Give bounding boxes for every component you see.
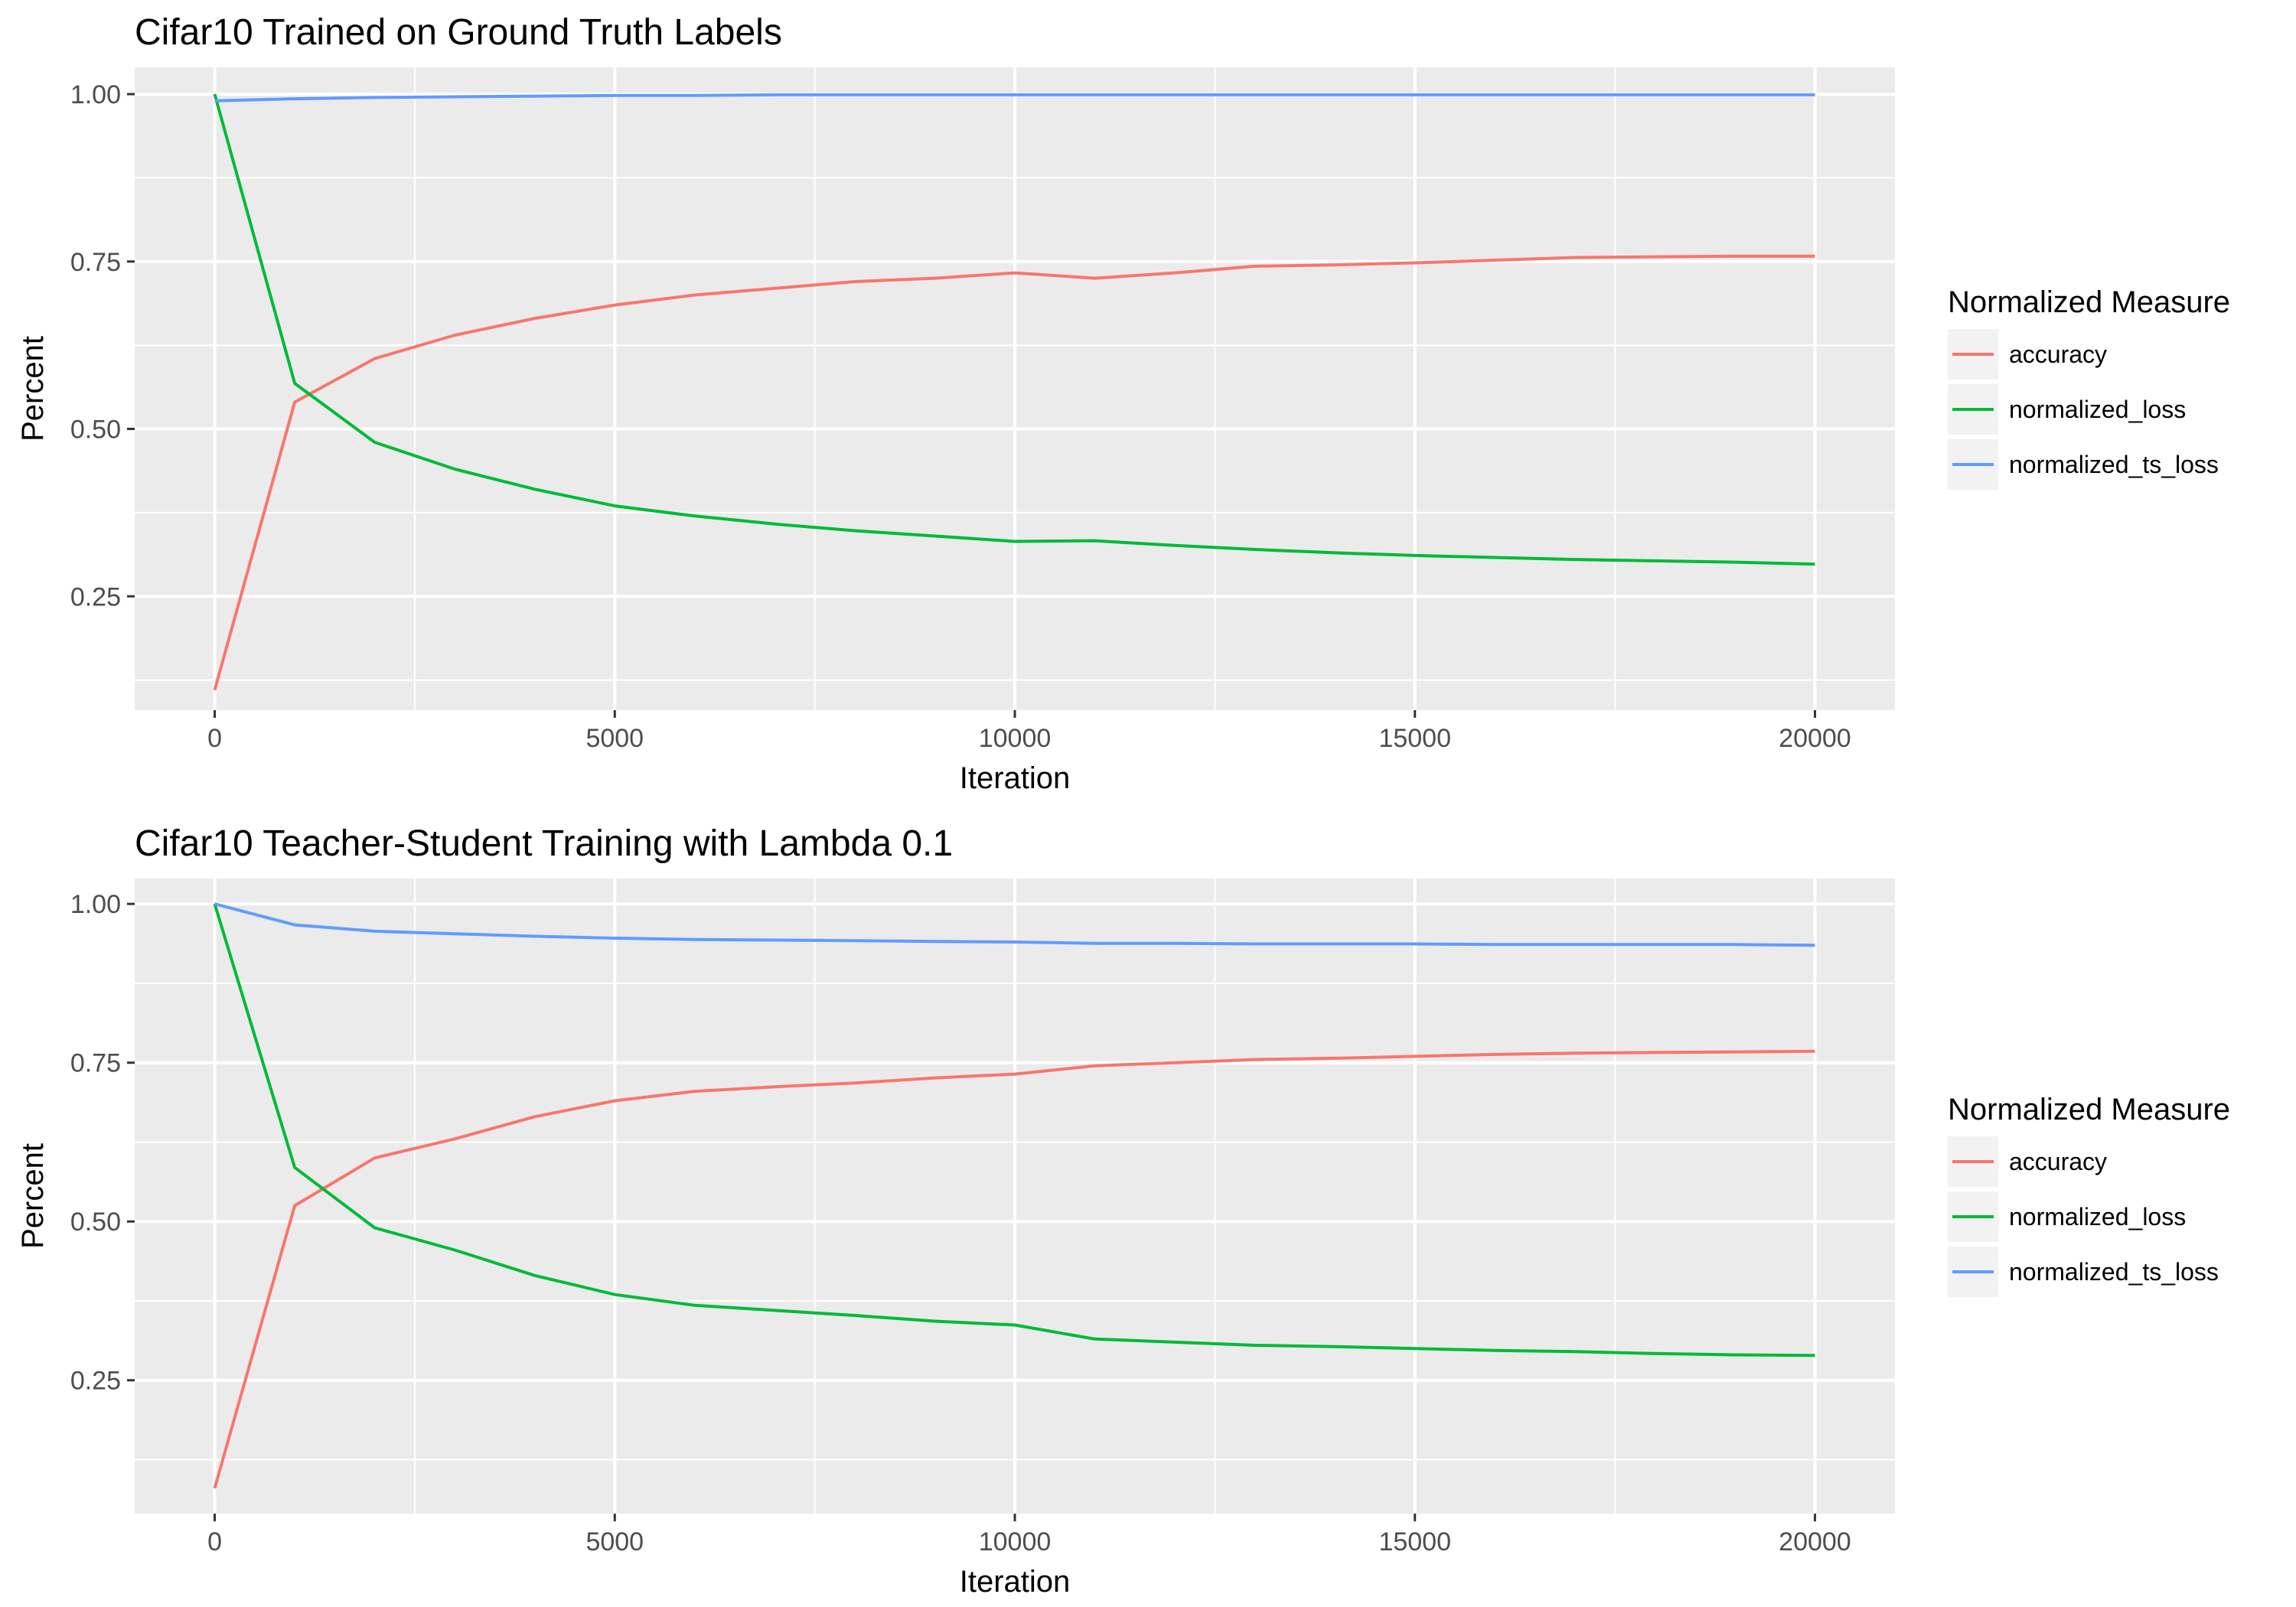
legend-entry-label: accuracy — [2009, 1148, 2107, 1175]
legend-entry-label: normalized_loss — [2009, 1203, 2186, 1231]
y-tick-label: 0.25 — [70, 1367, 121, 1396]
series-line-accuracy — [213, 1049, 1815, 1489]
series-line-normalized-loss — [213, 93, 1815, 566]
x-tick-label: 20000 — [1779, 724, 1851, 753]
y-tick-label: 1.00 — [70, 80, 121, 109]
x-tick-label: 10000 — [979, 1527, 1052, 1556]
y-axis-label: Percent — [16, 336, 50, 442]
y-tick-label: 0.50 — [70, 416, 121, 445]
y-tick-label: 0.75 — [70, 248, 121, 277]
x-tick-label: 5000 — [585, 1527, 644, 1556]
legend-entry-label: normalized_ts_loss — [2009, 451, 2219, 478]
x-tick-label: 15000 — [1378, 724, 1451, 753]
series-line-normalized-loss — [213, 903, 1815, 1358]
panel-2: Cifar10 Teacher-Student Training with La… — [16, 823, 2230, 1599]
y-tick-label: 0.75 — [70, 1049, 121, 1078]
x-axis-label: Iteration — [960, 761, 1071, 795]
legend-entry-label: accuracy — [2009, 341, 2107, 368]
series-line-normalized-ts-loss — [214, 902, 1815, 947]
legend: Normalized Measure accuracy normalized_los… — [1948, 285, 2230, 490]
legend-entry-label: normalized_ts_loss — [2009, 1258, 2219, 1286]
x-tick-label: 0 — [207, 724, 222, 753]
x-tick-label: 15000 — [1378, 1527, 1451, 1556]
y-axis-label: Percent — [16, 1143, 50, 1249]
x-axis-label: Iteration — [960, 1565, 1071, 1599]
chart-title: Cifar10 Teacher-Student Training with La… — [135, 823, 953, 864]
panel-1: Cifar10 Trained on Ground Truth Labels 0 5… — [16, 12, 2230, 795]
y-tick-label: 1.00 — [70, 890, 121, 919]
series-line-accuracy — [213, 254, 1815, 691]
x-tick-label: 20000 — [1779, 1527, 1851, 1556]
x-tick-label: 5000 — [585, 724, 644, 753]
legend: Normalized Measure accuracy normalized_los… — [1948, 1093, 2230, 1297]
x-tick-label: 0 — [207, 1527, 222, 1556]
legend-title: Normalized Measure — [1948, 1093, 2230, 1126]
y-tick-label: 0.50 — [70, 1208, 121, 1237]
chart-title: Cifar10 Trained on Ground Truth Labels — [135, 12, 782, 53]
legend-entry-label: normalized_loss — [2009, 396, 2186, 423]
y-tick-label: 0.25 — [70, 582, 121, 611]
legend-title: Normalized Measure — [1948, 285, 2230, 319]
x-tick-label: 10000 — [979, 724, 1052, 753]
series-line-normalized-ts-loss — [214, 93, 1815, 103]
